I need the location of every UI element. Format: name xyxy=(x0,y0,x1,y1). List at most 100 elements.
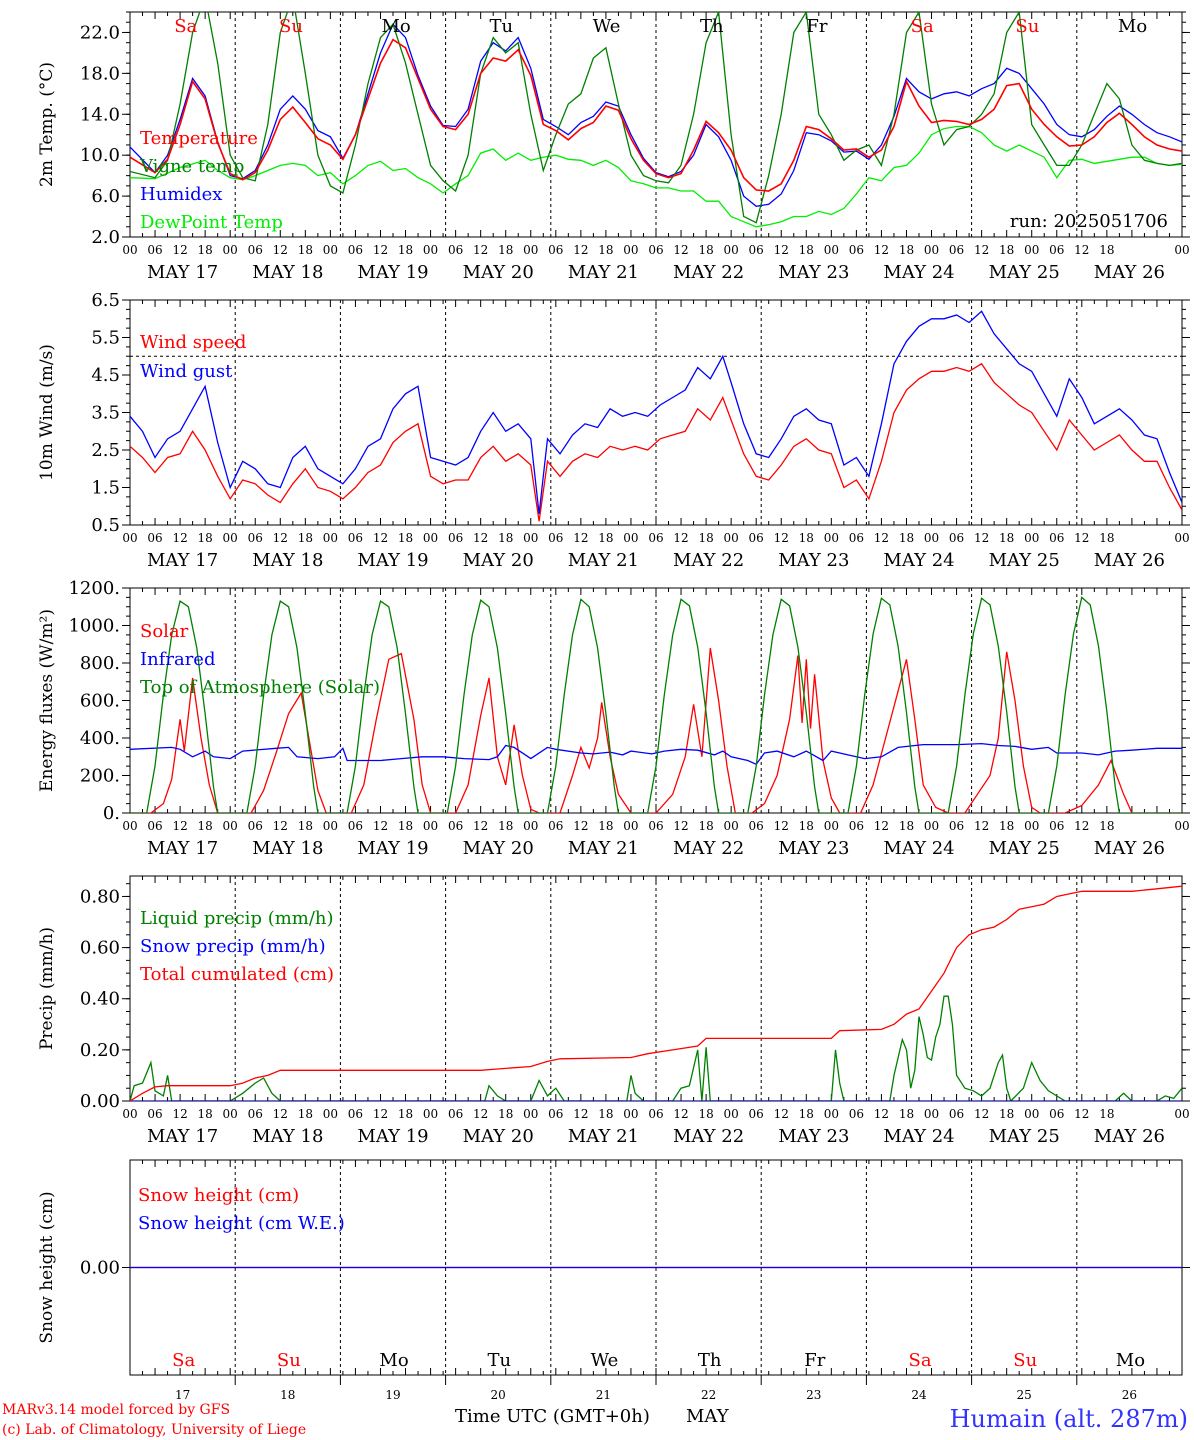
date-label: MAY 18 xyxy=(252,838,323,859)
y-tick-label: 5.5 xyxy=(91,328,120,349)
svg-text:12: 12 xyxy=(172,243,187,257)
svg-text:12: 12 xyxy=(673,243,688,257)
svg-text:00: 00 xyxy=(323,243,338,257)
y-tick-label: 0. xyxy=(103,803,120,824)
y-tick-label: 22.0 xyxy=(80,22,120,43)
weekday-label: Mo xyxy=(379,1350,408,1371)
svg-text:00: 00 xyxy=(1174,531,1189,545)
y-tick-label: 400. xyxy=(80,728,120,749)
svg-text:18: 18 xyxy=(999,243,1014,257)
svg-text:06: 06 xyxy=(548,243,563,257)
date-label: MAY 17 xyxy=(147,262,218,283)
date-label: MAY 23 xyxy=(778,262,849,283)
weekday-label: Tu xyxy=(487,1350,511,1371)
svg-text:12: 12 xyxy=(473,531,488,545)
date-label: MAY 24 xyxy=(883,550,954,571)
date-label: MAY 20 xyxy=(463,838,534,859)
date-label: MAY 17 xyxy=(147,550,218,571)
date-label: MAY 23 xyxy=(778,838,849,859)
y-tick-label: 1200. xyxy=(68,578,120,599)
svg-text:06: 06 xyxy=(749,1107,764,1121)
date-label: MAY 23 xyxy=(778,1126,849,1147)
date-label: MAY 18 xyxy=(252,550,323,571)
date-label: MAY 20 xyxy=(463,550,534,571)
svg-text:12: 12 xyxy=(874,243,889,257)
series-vigne-temp xyxy=(130,12,1182,224)
panel-4: 0.80 0.60 0.40 0.20 0.00 Precip (mm/h) Liquid … xyxy=(37,875,1190,1147)
svg-text:18: 18 xyxy=(899,819,914,833)
svg-text:00: 00 xyxy=(122,1107,137,1121)
svg-text:06: 06 xyxy=(949,1107,964,1121)
svg-text:06: 06 xyxy=(248,243,263,257)
svg-text:00: 00 xyxy=(1174,819,1189,833)
svg-text:00: 00 xyxy=(824,819,839,833)
svg-text:00: 00 xyxy=(523,819,538,833)
svg-text:12: 12 xyxy=(373,243,388,257)
svg-text:12: 12 xyxy=(172,819,187,833)
panel-3: 1200. 1000. 800. 600. 400. 200. 0. Energy fluxe… xyxy=(37,578,1190,859)
day-number-label: 23 xyxy=(806,1388,821,1402)
svg-text:18: 18 xyxy=(498,819,513,833)
svg-text:00: 00 xyxy=(223,819,238,833)
svg-text:18: 18 xyxy=(298,531,313,545)
svg-text:12: 12 xyxy=(373,819,388,833)
y-axis-label: Precip (mm/h) xyxy=(37,927,57,1050)
svg-text:06: 06 xyxy=(849,819,864,833)
svg-text:18: 18 xyxy=(598,1107,613,1121)
weekday-label: We xyxy=(593,16,621,37)
svg-text:06: 06 xyxy=(949,243,964,257)
y-tick-label: 2.5 xyxy=(91,440,120,461)
svg-text:18: 18 xyxy=(598,819,613,833)
svg-text:00: 00 xyxy=(523,1107,538,1121)
svg-text:00: 00 xyxy=(223,531,238,545)
day-number-label: 22 xyxy=(701,1388,716,1402)
svg-text:18: 18 xyxy=(999,1107,1014,1121)
svg-text:00: 00 xyxy=(824,1107,839,1121)
svg-text:06: 06 xyxy=(448,1107,463,1121)
y-tick-label: 0.5 xyxy=(91,515,120,536)
svg-text:06: 06 xyxy=(849,243,864,257)
svg-text:12: 12 xyxy=(373,531,388,545)
hour-tick-labels: 00 06 12 18 00 06 12 18 00 06 12 18 00 06 12 18 00 06 12 18… xyxy=(122,243,1189,257)
date-label: MAY 24 xyxy=(883,262,954,283)
series-group xyxy=(130,885,1182,1101)
svg-text:12: 12 xyxy=(1074,243,1089,257)
date-label: MAY 19 xyxy=(357,550,428,571)
date-label: MAY 25 xyxy=(989,262,1060,283)
legend-entry: DewPoint Temp xyxy=(140,212,283,233)
svg-text:12: 12 xyxy=(774,819,789,833)
y-tick-label: 0.80 xyxy=(80,886,120,907)
date-label: MAY 26 xyxy=(1094,262,1165,283)
legend-entry: Temperature xyxy=(140,128,258,149)
svg-text:12: 12 xyxy=(974,1107,989,1121)
svg-text:12: 12 xyxy=(1074,531,1089,545)
svg-text:18: 18 xyxy=(899,243,914,257)
svg-text:06: 06 xyxy=(147,243,162,257)
series-solar xyxy=(130,647,1182,813)
svg-text:18: 18 xyxy=(498,531,513,545)
date-label: MAY 17 xyxy=(147,838,218,859)
svg-text:00: 00 xyxy=(924,819,939,833)
svg-text:18: 18 xyxy=(398,243,413,257)
svg-text:00: 00 xyxy=(323,819,338,833)
panel-frame xyxy=(129,587,1183,814)
svg-text:06: 06 xyxy=(648,1107,663,1121)
y-axis-label: Snow height (cm) xyxy=(37,1191,57,1343)
legend-entry: Solar xyxy=(140,621,189,642)
svg-text:18: 18 xyxy=(298,243,313,257)
svg-text:12: 12 xyxy=(273,531,288,545)
weekday-label: Su xyxy=(279,16,303,37)
svg-text:12: 12 xyxy=(573,243,588,257)
svg-text:18: 18 xyxy=(698,1107,713,1121)
svg-text:06: 06 xyxy=(749,819,764,833)
date-label: MAY 19 xyxy=(357,262,428,283)
hour-tick-labels: 00 06 12 18 00 06 12 18 00 06 12 18 00 06 12 18 00 06 12 18… xyxy=(122,1107,1189,1121)
time-ticks xyxy=(129,300,1183,525)
svg-text:18: 18 xyxy=(899,531,914,545)
svg-text:00: 00 xyxy=(223,243,238,257)
svg-text:12: 12 xyxy=(774,243,789,257)
hour-tick-labels: 00 06 12 18 00 06 12 18 00 06 12 18 00 06 12 18 00 06 12 18… xyxy=(122,531,1189,545)
svg-text:18: 18 xyxy=(799,819,814,833)
y-tick-label: 0.20 xyxy=(80,1040,120,1061)
svg-text:18: 18 xyxy=(398,531,413,545)
